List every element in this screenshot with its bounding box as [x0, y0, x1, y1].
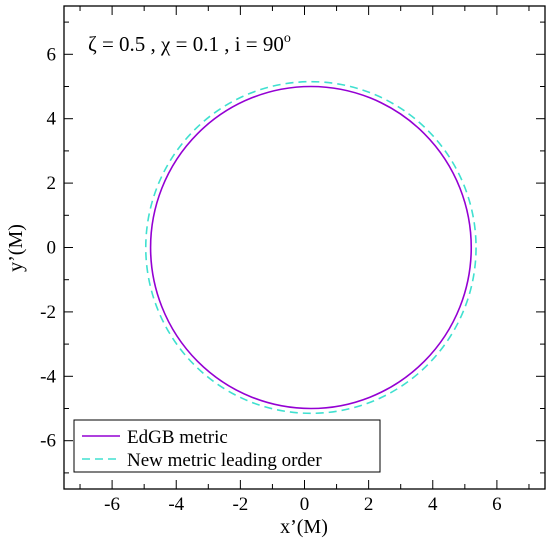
x-tick-label: 0: [300, 494, 310, 515]
x-tick-label: 2: [364, 494, 374, 515]
y-axis-label: y’(M): [5, 224, 27, 272]
legend-box: [73, 419, 381, 473]
y-tick-label: 2: [47, 173, 57, 194]
plot-frame: [63, 5, 546, 490]
annotation-superscript: o: [284, 31, 291, 46]
y-tick-label: 4: [47, 109, 57, 130]
x-tick-label: -4: [168, 494, 184, 515]
data-curves: [144, 80, 477, 415]
annotation-text: ζ = 0.5 , χ = 0.1 , i = 90: [88, 32, 284, 56]
y-tick-label: 0: [47, 238, 57, 259]
y-tick-label: 6: [47, 44, 57, 65]
series-edgb-curve: [149, 85, 473, 410]
y-tick-label: -6: [40, 431, 56, 452]
tick-labels: -6 -4 -2 0 2 4 6 -6 -4 -2 0 2 4 6: [40, 44, 501, 515]
x-tick-label: 4: [428, 494, 438, 515]
x-tick-label: -2: [232, 494, 248, 515]
x-axis-label: x’(M): [280, 516, 328, 538]
y-tick-label: -2: [40, 302, 56, 323]
x-tick-label: 6: [492, 494, 502, 515]
series-new-metric-curve: [144, 80, 477, 415]
y-tick-label: -4: [40, 366, 56, 387]
legend: EdGB metric New metric leading order: [73, 419, 381, 473]
legend-label-edgb: EdGB metric: [127, 427, 228, 448]
axis-ticks: [64, 6, 545, 489]
legend-label-new-metric: New metric leading order: [127, 450, 322, 471]
annotation-label: ζ = 0.5 , χ = 0.1 , i = 90o: [88, 31, 291, 56]
x-tick-label: -6: [104, 494, 120, 515]
